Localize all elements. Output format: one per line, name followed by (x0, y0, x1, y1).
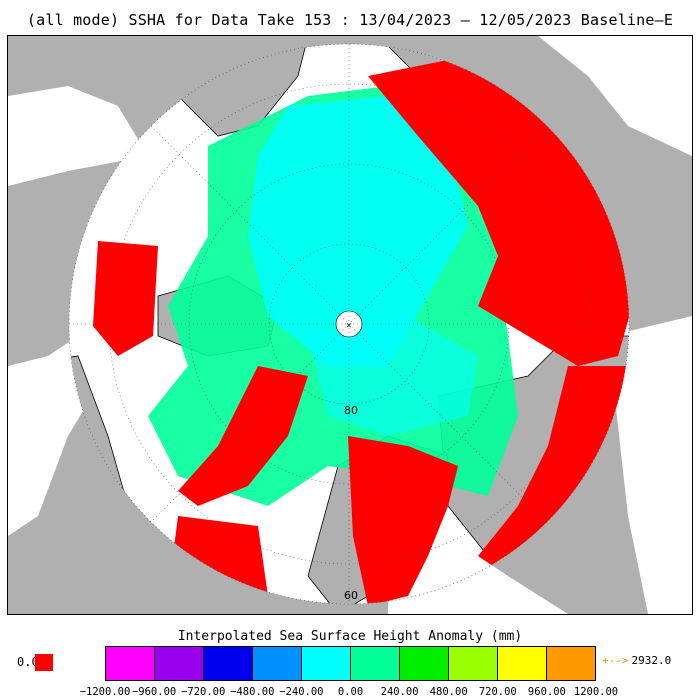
colorbar-tick-label: −1200.00 (79, 686, 131, 698)
colorbar-segment (106, 647, 155, 680)
zero-value-label: 0.0 (17, 655, 39, 669)
colorbar-tick-label: 1200.00 (573, 686, 619, 698)
colorbar-tick-label: −960.00 (131, 686, 177, 698)
colorbar-segment (351, 647, 400, 680)
overflow-value: 2932.0 (631, 654, 672, 667)
colorbar-segment (449, 647, 498, 680)
polar-map[interactable]: × 80 60 (7, 35, 693, 615)
overflow-arrow-icon: +--> (602, 654, 629, 667)
colorbar-tick-label: 240.00 (380, 686, 419, 698)
pole-marker: × (346, 321, 351, 331)
colorbar-segment (302, 647, 351, 680)
map-title: (all mode) SSHA for Data Take 153 : 13/0… (26, 11, 674, 29)
legend-title: Interpolated Sea Surface Height Anomaly … (177, 629, 523, 644)
colorbar-tick-label: −720.00 (181, 686, 226, 698)
colorbar-segment (498, 647, 547, 680)
colorbar-tick-label: −480.00 (230, 686, 275, 698)
colorbar-tick-label: 960.00 (527, 686, 566, 698)
graticule (69, 44, 629, 604)
colorbar-tick-label: −240.00 (279, 686, 324, 698)
colorbar-segment (253, 647, 302, 680)
colorbar-segment (155, 647, 204, 680)
outer-graticule (68, 43, 630, 605)
polar-map-canvas: × 80 60 (8, 36, 692, 614)
colorbar-segment (204, 647, 253, 680)
overflow-indicator: +--> 2932.0 (602, 654, 671, 667)
colorbar-ticks: −1200.00 −960.00 −720.00 −480.00 −240.00 0.00… (0, 686, 700, 700)
latitude-label-60: 60 (344, 589, 358, 602)
colorbar-tick-label: 480.00 (429, 686, 468, 698)
latitude-label-80: 80 (344, 404, 358, 417)
colorbar-tick-label: 720.00 (478, 686, 517, 698)
zero-value-swatch (35, 654, 53, 671)
colorbar (105, 646, 596, 681)
colorbar-segment (547, 647, 595, 680)
colorbar-segment (400, 647, 449, 680)
colorbar-tick-label: 0.00 (337, 686, 364, 698)
